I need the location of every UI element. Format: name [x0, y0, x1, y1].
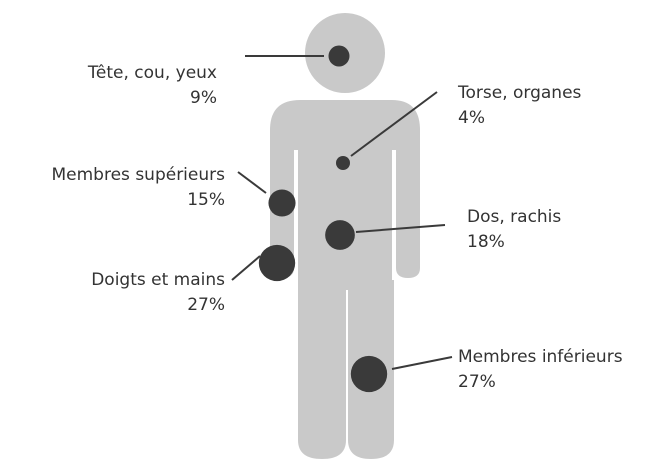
value-label: 18%	[467, 232, 505, 252]
category-label: Membres supérieurs	[52, 165, 226, 185]
category-label: Dos, rachis	[467, 207, 561, 227]
dot	[336, 156, 350, 170]
leader-line	[392, 357, 452, 369]
category-label: Tête, cou, yeux	[87, 63, 217, 83]
value-label: 27%	[458, 372, 496, 392]
left-leg-shape	[298, 280, 346, 459]
dot	[325, 220, 355, 250]
dot	[268, 189, 295, 216]
value-label: 27%	[187, 295, 225, 315]
leader-line	[238, 172, 266, 193]
leader-line	[232, 256, 260, 280]
chart: Tête, cou, yeux 9% Torse, organes 4% Membres…	[0, 0, 660, 459]
page: {"chart_data": {"type": "body-map", "cat…	[0, 0, 660, 459]
value-label: 15%	[187, 190, 225, 210]
dot	[329, 46, 350, 67]
dot	[259, 245, 295, 281]
dot	[351, 356, 387, 392]
category-label: Torse, organes	[457, 83, 582, 103]
category-label: Membres inférieurs	[458, 347, 623, 367]
value-label: 9%	[190, 88, 217, 108]
category-label: Doigts et mains	[91, 270, 225, 290]
value-label: 4%	[458, 108, 485, 128]
